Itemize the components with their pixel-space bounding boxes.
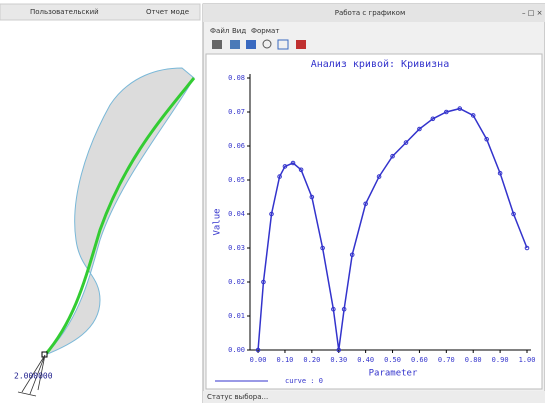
y-tick-label: 0.07	[228, 108, 245, 116]
x-axis-label: Parameter	[369, 369, 418, 379]
curve	[43, 77, 196, 356]
point	[261, 279, 266, 285]
point	[341, 306, 347, 312]
y-tick-label: 0.02	[228, 278, 245, 286]
x-tick-label: 0.20	[303, 356, 320, 364]
y-tick-label: 0.06	[228, 142, 245, 150]
tool-clear[interactable]	[296, 40, 306, 49]
y-tick-label: 0.01	[228, 312, 245, 320]
status-text: Статус выбора...	[207, 393, 268, 401]
menu-item[interactable]: Вид	[232, 27, 246, 35]
tool-print[interactable]	[212, 40, 222, 49]
point	[269, 211, 274, 217]
y-tick-label: 0.08	[228, 74, 245, 82]
y-tick-label: 0.00	[228, 346, 245, 354]
point	[511, 211, 516, 217]
chart-title: Анализ кривой: Кривизна	[311, 58, 449, 70]
x-tick-label: 0.30	[330, 356, 347, 364]
x-tick-label: 0.40	[357, 356, 374, 364]
point	[331, 306, 336, 312]
point	[290, 160, 296, 166]
tool-zoom[interactable]	[262, 39, 272, 49]
point	[524, 245, 530, 251]
title-bar	[203, 4, 545, 22]
tool-save[interactable]	[246, 40, 256, 49]
y-tick-label: 0.05	[228, 176, 245, 184]
y-axis-label: Value	[213, 208, 223, 235]
tab[interactable]: Пользовательский	[30, 8, 99, 16]
tool-table[interactable]	[230, 40, 240, 49]
window-title: Работа с графиком	[335, 9, 406, 17]
tab-bar	[0, 3, 201, 21]
chart-area	[205, 53, 543, 390]
point	[363, 201, 368, 207]
plot: 0.00 0.01 0.02 0.03 0.04 0.05 0.06 0.07 0.08 0.00…	[228, 74, 535, 364]
point	[298, 167, 304, 173]
point	[277, 174, 282, 179]
status-bar	[203, 391, 545, 403]
point	[457, 106, 463, 111]
x-tick-label: 0.70	[438, 356, 455, 364]
point	[390, 153, 395, 159]
point	[497, 170, 503, 176]
tool-fit[interactable]	[277, 39, 289, 50]
point	[349, 252, 355, 258]
dimension-label: 2.000000	[14, 372, 53, 381]
y-tick-label: 0.04	[228, 210, 245, 218]
point	[309, 194, 315, 200]
x-tick-label: 0.80	[465, 356, 482, 364]
toolbar	[212, 39, 306, 50]
point	[430, 116, 436, 122]
x-tick-label: 0.10	[277, 356, 294, 364]
point	[403, 140, 409, 145]
point	[417, 126, 422, 132]
x-tick-label: 0.60	[411, 356, 428, 364]
point	[336, 347, 342, 353]
csys	[17, 354, 46, 397]
point	[484, 136, 489, 142]
point	[255, 347, 261, 353]
menu-item[interactable]: Формат	[251, 27, 279, 35]
y-tick-label: 0.03	[228, 244, 245, 252]
tab[interactable]: Отчет моде	[146, 8, 189, 16]
point	[470, 113, 476, 118]
menu-item[interactable]: Файл	[210, 27, 229, 35]
legend-label: curve : 0	[285, 377, 323, 385]
window-controls[interactable]: – □ ×	[522, 9, 542, 17]
x-tick-label: 0.50	[384, 356, 401, 364]
point	[444, 109, 449, 115]
point	[320, 245, 325, 251]
x-tick-label: 0.90	[492, 356, 509, 364]
x-tick-label: 0.00	[250, 356, 267, 364]
point	[282, 164, 288, 169]
x-tick-label: 1.00	[519, 356, 536, 364]
point	[376, 174, 382, 179]
